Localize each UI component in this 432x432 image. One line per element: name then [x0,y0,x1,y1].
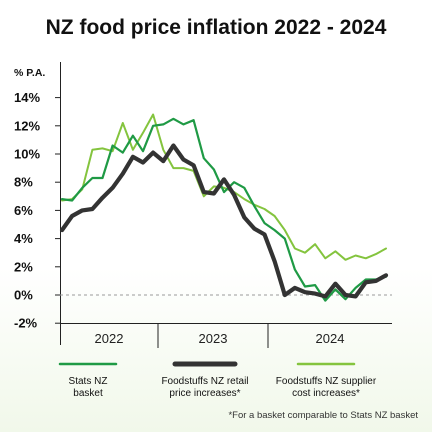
y-tick-label: 12% [14,118,40,133]
footnote: *For a basket comparable to Stats NZ bas… [228,410,418,421]
legend-label-stats-nz: Stats NZ [69,376,108,387]
legend-label-stats-nz: basket [73,388,103,399]
y-tick-label: 10% [14,147,40,162]
legend-label-foodstuffs-supplier: Foodstuffs NZ supplier [276,376,377,387]
y-axis-unit-label: % P.A. [14,67,45,79]
series-line-foodstuffs-supplier [61,113,387,261]
y-tick-label: 8% [14,175,33,190]
y-tick-label: -2% [14,316,38,331]
legend-label-foodstuffs-retail: price increases* [169,388,240,399]
series-line-stats-nz [60,117,388,302]
legend-label-foodstuffs-supplier: cost increases* [292,388,360,399]
y-axis-ticks: 14% 12% 10% 8% 6% 4% 2% 0% -2% [14,90,60,331]
legend-label-foodstuffs-retail: Foodstuffs NZ retail [161,376,248,387]
y-tick-label: 2% [14,259,33,274]
y-tick-label: 4% [14,231,33,246]
y-tick-label: 6% [14,203,33,218]
x-category-label: 2024 [316,331,345,346]
x-category-label: 2022 [95,331,124,346]
y-tick-label: 14% [14,90,40,105]
plot-area [59,113,389,302]
y-tick-label: 0% [14,288,33,303]
x-category-label: 2023 [199,331,228,346]
series-line-foodstuffs-retail [59,143,389,299]
x-axis-categories: 2022 2023 2024 [95,323,345,348]
chart-title: NZ food price inflation 2022 - 2024 [46,16,387,39]
